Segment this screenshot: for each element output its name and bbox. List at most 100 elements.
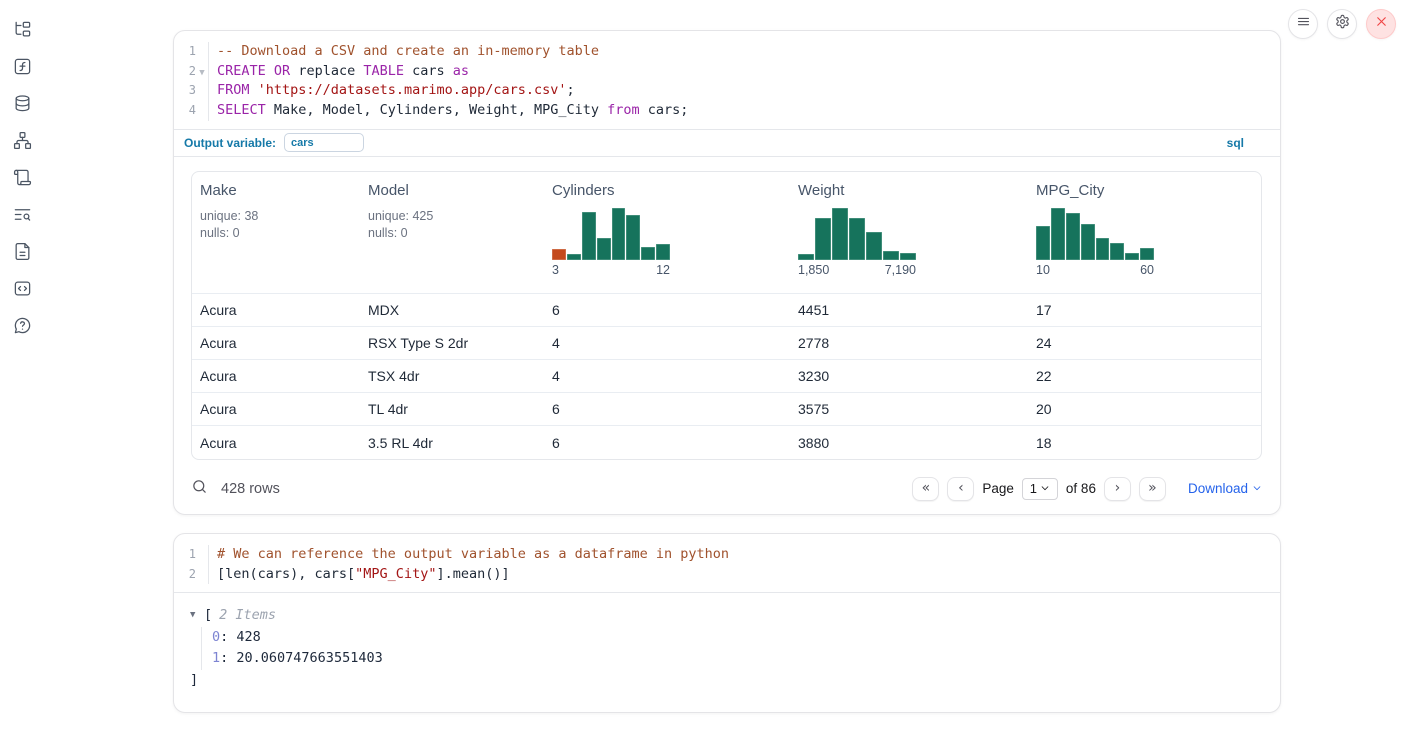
hist-max-label: 60 <box>1140 263 1154 277</box>
column-header-model[interactable]: Model unique: 425 nulls: 0 <box>360 172 544 294</box>
close-button[interactable] <box>1366 9 1396 39</box>
table-cell: 6 <box>544 426 790 459</box>
table-row[interactable]: AcuraTSX 4dr4323022 <box>192 360 1262 393</box>
table-row[interactable]: AcuraMDX6445117 <box>192 294 1262 327</box>
menu-icon <box>1296 14 1311 34</box>
last-page-button[interactable]: » <box>1139 477 1166 501</box>
table-cell: Acura <box>192 426 360 459</box>
sidebar-item-datasources[interactable] <box>12 96 32 116</box>
search-icon[interactable] <box>191 478 208 500</box>
next-page-button[interactable]: › <box>1104 477 1131 501</box>
table-cell: 3230 <box>790 360 1028 393</box>
table-cell: 18 <box>1028 426 1262 459</box>
output-variable-label: Output variable: <box>184 136 276 150</box>
histogram-bar <box>1125 253 1139 260</box>
close-icon <box>1374 14 1389 34</box>
histogram-bar <box>866 232 882 260</box>
tree-value: 20.060747663551403 <box>236 650 382 666</box>
sidebar-item-file-tree[interactable] <box>12 22 32 42</box>
tree-children: 0: 428 1: 20.060747663551403 <box>201 627 1264 670</box>
hist-min-label: 3 <box>552 263 559 277</box>
histogram-bar <box>597 238 611 260</box>
table-cell: 2778 <box>790 327 1028 360</box>
document-icon <box>13 242 32 266</box>
page-select[interactable]: 1 <box>1022 478 1058 500</box>
chevron-down-icon[interactable]: ▼ <box>190 605 201 627</box>
tree-entry: 0: 428 <box>212 627 1264 649</box>
table-footer: 428 rows « ‹ Page 1 of 86 › » Download <box>174 460 1280 506</box>
row-count: 428 rows <box>221 481 280 497</box>
table-cell: 3.5 RL 4dr <box>360 426 544 459</box>
prev-page-button[interactable]: ‹ <box>947 477 974 501</box>
settings-button[interactable] <box>1327 9 1357 39</box>
sidebar-item-dependencies[interactable] <box>12 133 32 153</box>
sql-cell: 1 -- Download a CSV and create an in-memo… <box>173 30 1281 515</box>
line-number: 1 <box>174 545 196 565</box>
menu-button[interactable] <box>1288 9 1318 39</box>
fold-chevron-icon[interactable]: ▼ <box>196 64 208 84</box>
column-header-mpg-city[interactable]: MPG_City 1060 <box>1028 172 1262 294</box>
histogram-bar <box>1036 226 1050 260</box>
sql-code-editor[interactable]: 1-- Download a CSV and create an in-memo… <box>174 31 1280 129</box>
table-cell: 4 <box>544 327 790 360</box>
mpg-city-histogram[interactable]: 10 60 <box>1036 208 1154 277</box>
python-code-editor[interactable]: 1 # We can reference the output variable … <box>174 534 1280 592</box>
column-header-cylinders[interactable]: Cylinders 312 <box>544 172 790 294</box>
histogram-bar <box>815 218 831 260</box>
hist-max-label: 12 <box>656 263 670 277</box>
column-summary: nulls: 0 <box>200 225 352 242</box>
histogram-bar <box>582 212 596 260</box>
hist-min-label: 10 <box>1036 263 1050 277</box>
output-variable-bar: Output variable: sql <box>174 129 1280 157</box>
sidebar-item-variables[interactable] <box>12 59 32 79</box>
code-line[interactable]: 1-- Download a CSV and create an in-memo… <box>174 42 1280 62</box>
histogram-bar <box>1096 238 1110 260</box>
column-summary: unique: 425 <box>368 208 536 225</box>
tree-entry: 1: 20.060747663551403 <box>212 648 1264 670</box>
column-header-make[interactable]: Make unique: 38 nulls: 0 <box>192 172 360 294</box>
code-text: # We can reference the output variable a… <box>208 545 1280 565</box>
data-table: Make unique: 38 nulls: 0 Model unique: 4… <box>192 172 1262 459</box>
output-variable-input[interactable] <box>284 133 364 152</box>
left-sidebar <box>0 0 44 729</box>
histogram-bar <box>1140 248 1154 260</box>
table-cell: 4 <box>544 360 790 393</box>
python-cell: 1 # We can reference the output variable … <box>173 533 1281 713</box>
code-line[interactable]: 2[len(cars), cars["MPG_City"].mean()] <box>174 565 1280 585</box>
table-cell: 6 <box>544 294 790 327</box>
line-number: 2 <box>174 565 196 585</box>
table-row[interactable]: AcuraTL 4dr6357520 <box>192 393 1262 426</box>
database-icon <box>13 94 32 118</box>
table-cell: 3575 <box>790 393 1028 426</box>
table-cell: TL 4dr <box>360 393 544 426</box>
histogram-bar <box>1081 224 1095 260</box>
code-line[interactable]: 4SELECT Make, Model, Cylinders, Weight, … <box>174 101 1280 121</box>
settings-icon <box>1335 14 1350 34</box>
table-row[interactable]: AcuraRSX Type S 2dr4277824 <box>192 327 1262 360</box>
table-row[interactable]: Acura3.5 RL 4dr6388018 <box>192 426 1262 459</box>
weight-histogram[interactable]: 1,8507,190 <box>798 208 916 277</box>
download-button[interactable]: Download <box>1188 481 1262 496</box>
code-line[interactable]: 1 # We can reference the output variable … <box>174 545 1280 565</box>
code-text: FROM 'https://datasets.marimo.app/cars.c… <box>208 81 1280 101</box>
table-cell: RSX Type S 2dr <box>360 327 544 360</box>
sidebar-item-help[interactable] <box>12 318 32 338</box>
sidebar-item-logs[interactable] <box>12 207 32 227</box>
table-output: Make unique: 38 nulls: 0 Model unique: 4… <box>174 157 1280 460</box>
language-badge: sql <box>1227 136 1244 150</box>
code-snippet-icon <box>13 279 32 303</box>
sidebar-item-snippets[interactable] <box>12 281 32 301</box>
sidebar-item-scratchpad[interactable] <box>12 170 32 190</box>
code-text: -- Download a CSV and create an in-memor… <box>208 42 1280 62</box>
code-line[interactable]: 2▼CREATE OR replace TABLE cars as <box>174 62 1280 82</box>
cylinders-histogram[interactable]: 3 12 <box>552 208 670 277</box>
histogram-bar <box>626 215 640 260</box>
page-total-label: of 86 <box>1066 481 1096 496</box>
histogram-bar <box>883 251 899 260</box>
first-page-button[interactable]: « <box>912 477 939 501</box>
line-number: 2 <box>174 62 196 82</box>
column-header-weight[interactable]: Weight 1,8507,190 <box>790 172 1028 294</box>
line-number: 3 <box>174 81 196 101</box>
code-line[interactable]: 3 FROM 'https://datasets.marimo.app/cars.… <box>174 81 1280 101</box>
sidebar-item-documentation[interactable] <box>12 244 32 264</box>
